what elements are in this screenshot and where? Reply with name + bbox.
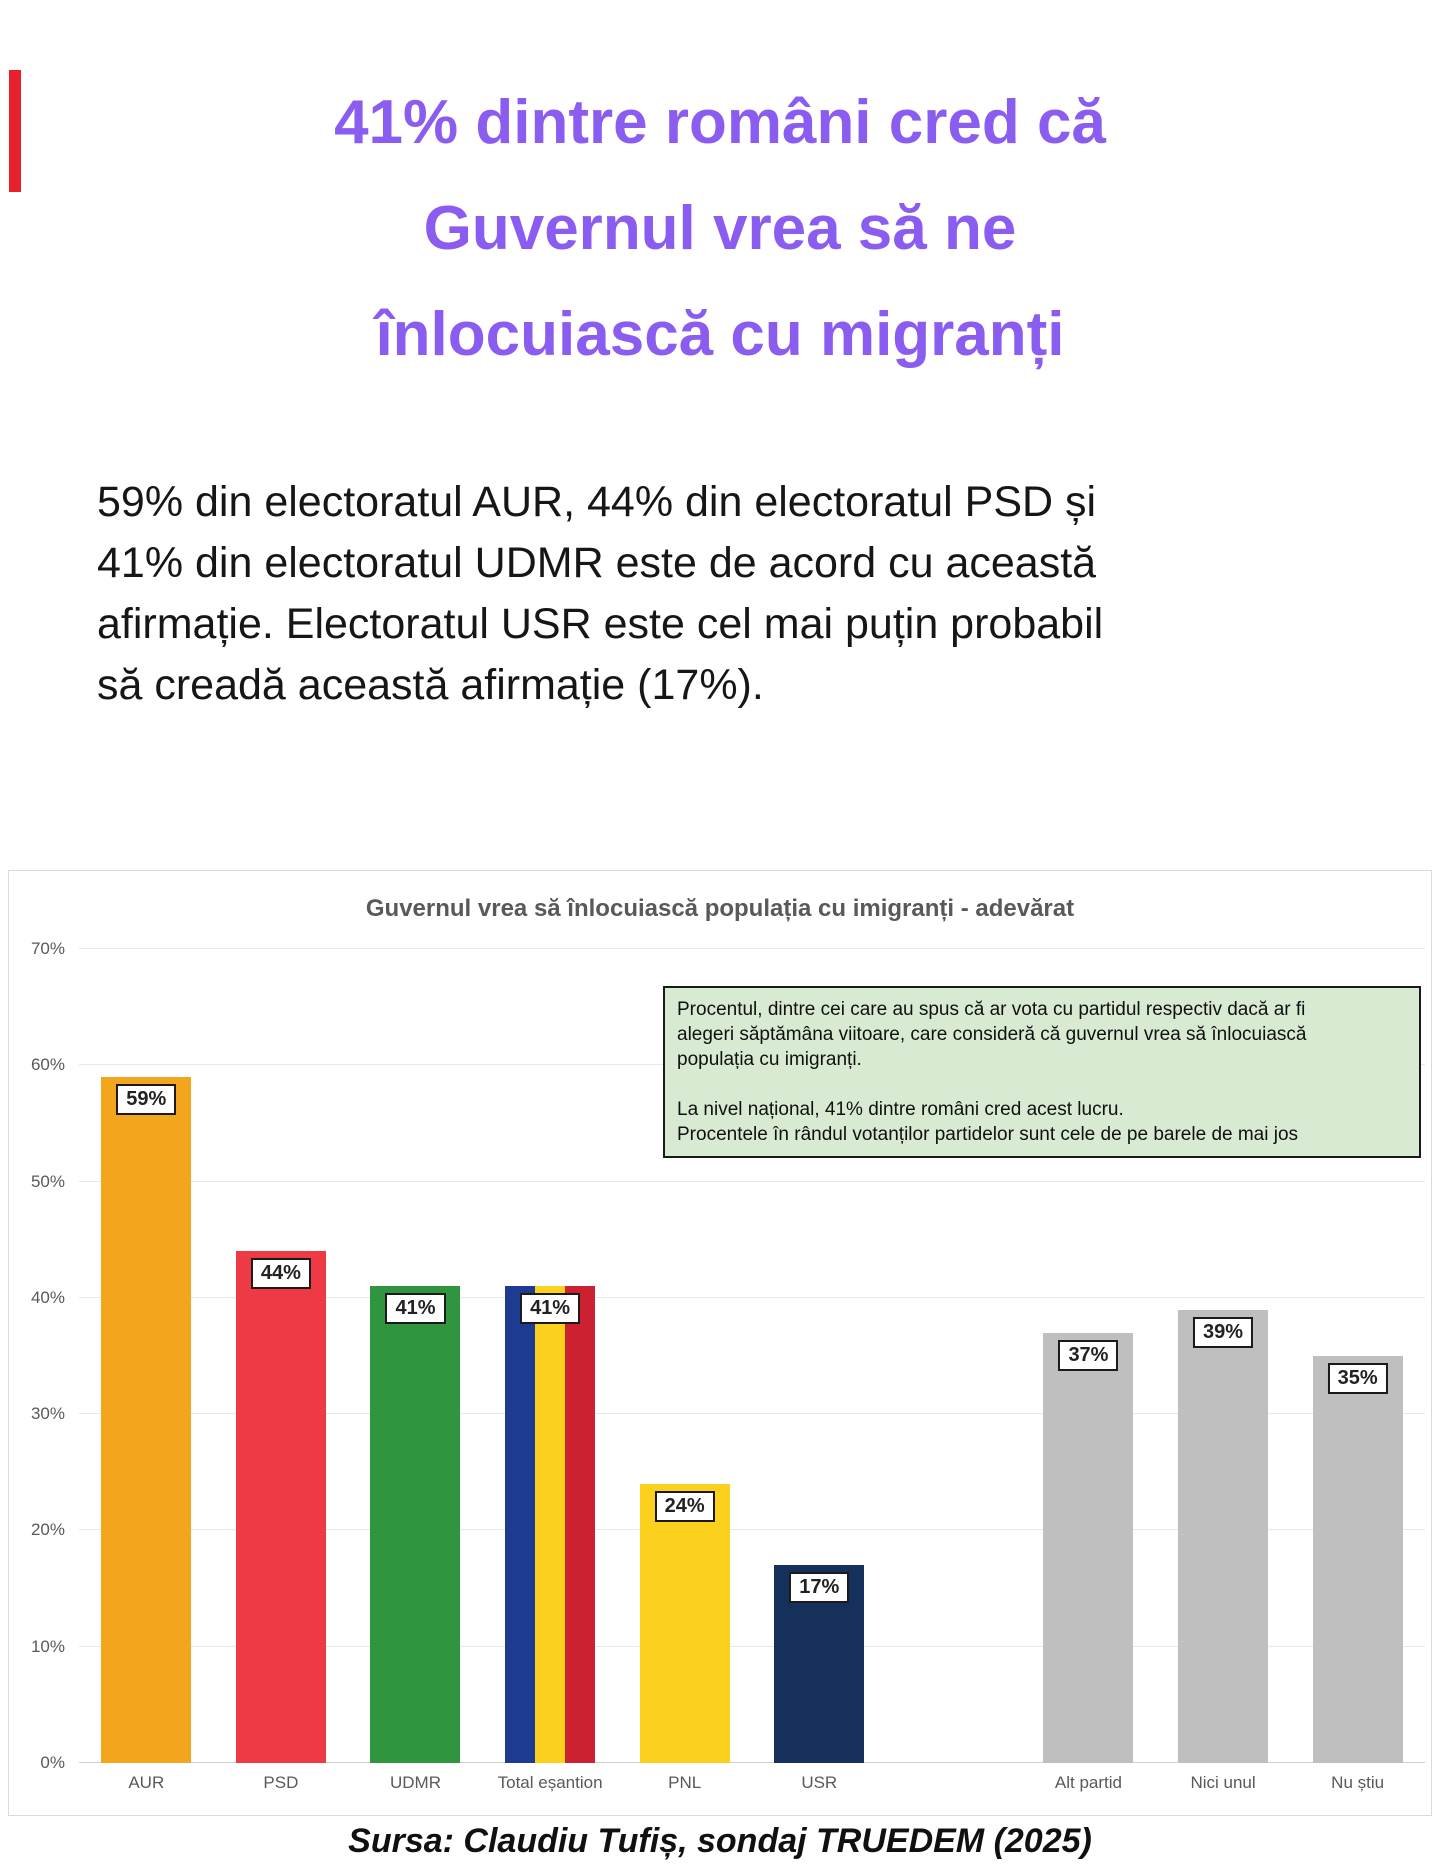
bar-column-psd: 44% <box>214 949 349 1763</box>
x-label-total-eșantion: Total eșantion <box>497 1773 603 1792</box>
bar-column-total-eșantion: 41% <box>483 949 618 1763</box>
gridline-50% <box>79 1180 1425 1182</box>
bar-value-nu-știu: 35% <box>1327 1363 1388 1394</box>
bar-value-udmr: 41% <box>385 1293 446 1325</box>
intro-paragraph: 59% din electoratul AUR, 44% din elector… <box>97 478 1104 709</box>
plot-area: 59% 44% 41% 41% 24% 17% 37% 39% 35% <box>79 948 1425 1763</box>
y-tick-10%: 10% <box>30 1636 65 1656</box>
bar-column-pnl: 24% <box>617 949 752 1763</box>
y-tick-20%: 20% <box>30 1520 65 1540</box>
red-edge-mark <box>9 70 21 192</box>
bar-aur: 59% <box>101 1076 192 1763</box>
gridline-30% <box>79 1413 1425 1415</box>
chart-title: Guvernul vrea să înlocuiască populația c… <box>365 895 1075 922</box>
bar-value-alt-partid: 37% <box>1058 1339 1119 1371</box>
x-label-nici-unul: Nici unul <box>1190 1773 1256 1792</box>
bar-column-alt-partid: 37% <box>1021 949 1156 1763</box>
bar-value-aur: 59% <box>116 1083 177 1115</box>
x-label-alt-partid: Alt partid <box>1054 1773 1122 1792</box>
y-tick-40%: 40% <box>30 1287 65 1307</box>
gridline-70% <box>79 948 1425 949</box>
bar-column-nici-unul: 39% <box>1156 949 1291 1763</box>
chart-panel: Guvernul vrea să înlocuiască populația c… <box>8 870 1432 1816</box>
source-credit: Sursa: Claudiu Tufiș, sondaj TRUEDEM (20… <box>348 1822 1092 1860</box>
bar-value-pnl: 24% <box>654 1490 715 1522</box>
gridline-10% <box>79 1645 1425 1647</box>
y-tick-30%: 30% <box>30 1404 65 1424</box>
page-title: 41% dintre români cred că Guvernul vrea … <box>334 88 1106 369</box>
bar-pnl: 24% <box>639 1483 730 1763</box>
x-axis-labels: AUR PSD UDMR Total eșantion PNL USR Alt partid… <box>79 1773 1425 1793</box>
bar-alt-partid: 37% <box>1043 1332 1134 1763</box>
x-label-udmr: UDMR <box>389 1773 441 1792</box>
chart-annotation: Procentul, dintre cei care au spus că ar… <box>663 986 1421 1158</box>
bar-total-eșantion: 41% <box>505 1286 596 1763</box>
bar-column-aur: 59% <box>79 949 214 1763</box>
y-tick-60%: 60% <box>30 1055 65 1075</box>
gridline-20% <box>79 1529 1425 1531</box>
bar-column-usr: 17% <box>752 949 887 1763</box>
x-label-spacer <box>887 1773 1022 1793</box>
bar-value-total-eșantion: 41% <box>520 1293 581 1325</box>
bar-nici-unul: 39% <box>1178 1309 1269 1763</box>
bar-value-psd: 44% <box>250 1258 311 1290</box>
bar-column-nu-știu: 35% <box>1290 949 1425 1763</box>
x-label-usr: USR <box>801 1773 838 1792</box>
x-label-aur: AUR <box>128 1773 165 1792</box>
x-label-nu-știu: Nu știu <box>1331 1773 1385 1792</box>
y-axis: 0% 10% 20% 30% 40% 50% 60% 70% <box>9 939 65 1772</box>
bar-usr: 17% <box>774 1565 865 1763</box>
gridline-40% <box>79 1296 1425 1298</box>
bar-row: 59% 44% 41% 41% 24% 17% 37% 39% 35% <box>79 949 1425 1763</box>
gridline-0% <box>79 1762 1425 1763</box>
bar-column-udmr: 41% <box>348 949 483 1763</box>
x-label-pnl: PNL <box>668 1773 702 1792</box>
bar-value-usr: 17% <box>789 1572 850 1604</box>
bar-nu-știu: 35% <box>1312 1356 1403 1763</box>
y-tick-0%: 0% <box>40 1753 65 1772</box>
bar-udmr: 41% <box>370 1286 461 1763</box>
y-tick-70%: 70% <box>30 939 65 958</box>
bar-value-nici-unul: 39% <box>1193 1316 1254 1348</box>
bar-psd: 44% <box>235 1251 326 1763</box>
y-tick-50%: 50% <box>30 1171 65 1191</box>
x-label-psd: PSD <box>263 1773 299 1792</box>
